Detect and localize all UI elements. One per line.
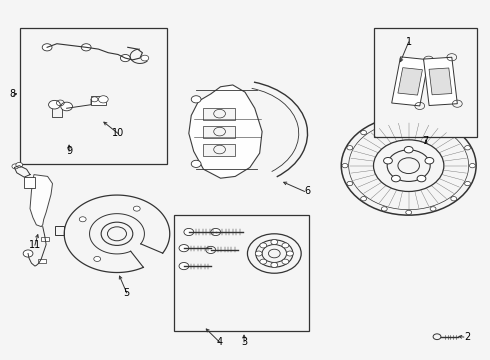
Circle shape <box>451 130 457 135</box>
Bar <box>91 96 106 105</box>
Circle shape <box>91 97 98 102</box>
Circle shape <box>61 102 73 111</box>
Circle shape <box>347 181 353 186</box>
Circle shape <box>404 147 413 153</box>
Circle shape <box>465 181 470 186</box>
Circle shape <box>417 175 426 182</box>
Circle shape <box>42 44 52 51</box>
Circle shape <box>260 259 267 264</box>
Text: 9: 9 <box>66 146 72 156</box>
Text: 10: 10 <box>112 129 124 138</box>
Polygon shape <box>398 68 422 95</box>
Circle shape <box>94 256 100 261</box>
Circle shape <box>49 100 60 109</box>
Circle shape <box>23 250 33 257</box>
Text: 5: 5 <box>123 288 130 298</box>
Circle shape <box>347 145 353 150</box>
Circle shape <box>430 207 436 211</box>
Circle shape <box>184 228 194 235</box>
Circle shape <box>191 160 201 167</box>
Text: 7: 7 <box>423 136 429 145</box>
Bar <box>20 28 167 164</box>
Circle shape <box>392 175 400 182</box>
Bar <box>38 258 46 263</box>
Bar <box>174 215 309 331</box>
Text: 1: 1 <box>406 37 412 47</box>
Circle shape <box>133 206 140 211</box>
Circle shape <box>287 251 294 256</box>
Circle shape <box>469 163 475 168</box>
Polygon shape <box>30 175 52 226</box>
Circle shape <box>282 259 289 264</box>
Circle shape <box>361 130 367 135</box>
Circle shape <box>98 96 108 103</box>
Circle shape <box>271 262 278 267</box>
Circle shape <box>282 243 289 248</box>
Circle shape <box>12 164 19 169</box>
Circle shape <box>81 44 91 51</box>
Text: 2: 2 <box>464 332 470 342</box>
Polygon shape <box>429 68 452 95</box>
Circle shape <box>141 55 149 61</box>
Text: 8: 8 <box>9 89 15 99</box>
Circle shape <box>211 228 220 235</box>
Circle shape <box>430 120 436 125</box>
Bar <box>24 177 35 188</box>
Text: 3: 3 <box>241 337 247 347</box>
Bar <box>55 226 64 234</box>
Circle shape <box>451 197 457 201</box>
Bar <box>203 126 235 138</box>
Circle shape <box>260 243 267 248</box>
Circle shape <box>381 207 387 211</box>
Text: 11: 11 <box>29 240 41 250</box>
Text: 4: 4 <box>217 337 222 347</box>
Circle shape <box>16 162 23 167</box>
Circle shape <box>465 145 470 150</box>
Circle shape <box>79 217 86 222</box>
Circle shape <box>191 96 201 103</box>
Bar <box>203 108 235 120</box>
Circle shape <box>121 54 130 62</box>
Polygon shape <box>392 57 429 106</box>
Circle shape <box>206 246 216 253</box>
Circle shape <box>255 251 262 256</box>
Circle shape <box>271 239 278 244</box>
Circle shape <box>342 163 348 168</box>
Text: 6: 6 <box>305 186 311 197</box>
Bar <box>41 237 49 241</box>
Circle shape <box>406 210 412 215</box>
Circle shape <box>361 197 367 201</box>
Polygon shape <box>189 85 262 178</box>
Polygon shape <box>423 57 457 105</box>
Bar <box>374 28 477 137</box>
Circle shape <box>381 120 387 125</box>
Circle shape <box>179 244 189 252</box>
Bar <box>203 144 235 156</box>
Circle shape <box>384 157 392 164</box>
Circle shape <box>406 117 412 121</box>
Circle shape <box>179 262 189 270</box>
Circle shape <box>425 157 434 164</box>
